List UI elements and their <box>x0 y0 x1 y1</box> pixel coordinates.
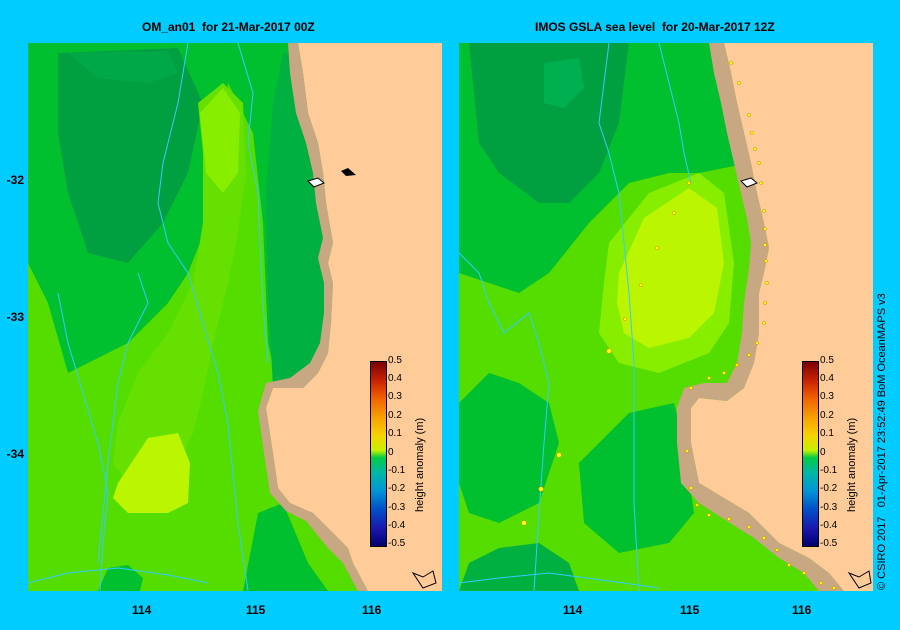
left-colorbar-tick: -0.4 <box>388 520 406 531</box>
right-anomaly-low-south <box>459 373 559 523</box>
left-isobath-1 <box>57 292 109 591</box>
left-anomaly-low-south <box>243 503 328 591</box>
right-colorbar-tick: 0.3 <box>820 391 834 402</box>
left-x-tick: 116 <box>362 603 382 617</box>
right-colorbar-tick: 0.4 <box>820 373 834 384</box>
left-isobath-4 <box>237 43 269 364</box>
right-colorbar-tick: 0.2 <box>820 410 834 421</box>
right-colorbar-tick: -0.2 <box>820 483 838 494</box>
left-y-tick: -34 <box>6 447 24 461</box>
right-colorbar-tick: -0.3 <box>820 502 838 513</box>
left-colorbar-tick: -0.3 <box>388 502 406 513</box>
left-colorbar <box>370 361 387 547</box>
right-isobath-4 <box>459 572 660 589</box>
left-y-tick: -33 <box>6 310 24 324</box>
credit-text: © CSIRO 2017 01-Apr-2017 23:52:49 BoM Oc… <box>876 293 888 590</box>
right-colorbar-tick: -0.5 <box>820 538 838 549</box>
right-colorbar-tick: -0.1 <box>820 465 838 476</box>
left-x-tick: 114 <box>132 603 152 617</box>
left-map <box>28 43 442 591</box>
left-anomaly-ridge-top <box>200 88 240 193</box>
left-x-tick: 115 <box>246 603 266 617</box>
left-coast <box>258 43 368 591</box>
left-anomaly-ridge <box>113 83 246 483</box>
right-isobath-3 <box>658 43 692 184</box>
left-isobath-5 <box>28 567 209 584</box>
left-colorbar-tick: 0.5 <box>388 355 402 366</box>
left-rottnest-island <box>307 177 325 188</box>
left-colorbar-tick: 0.1 <box>388 428 402 439</box>
right-anomaly-high <box>617 188 724 348</box>
right-anomaly-lowest <box>544 58 584 108</box>
left-land <box>266 43 442 591</box>
right-isobath-2 <box>598 43 640 591</box>
left-colorbar-tick: -0.5 <box>388 538 406 549</box>
right-anomaly-low-south-2 <box>579 403 694 553</box>
right-colorbar-tick: 0.1 <box>820 428 834 439</box>
right-x-tick: 115 <box>680 603 700 617</box>
right-coast-detail <box>847 570 872 589</box>
left-isobath-3 <box>157 43 249 591</box>
right-colorbar-tick: 0.5 <box>820 355 834 366</box>
right-panel-title: IMOS GSLA sea level for 20-Mar-2017 12Z <box>535 20 775 34</box>
left-colorbar-title: height anomaly (m) <box>414 417 426 512</box>
left-anomaly-lowest <box>68 51 178 83</box>
right-colorbar-tick: 0 <box>820 447 826 458</box>
right-isobath-1 <box>459 252 550 591</box>
right-colorbar <box>802 361 819 547</box>
left-colorbar-tick: 0.3 <box>388 391 402 402</box>
left-y-tick: -32 <box>6 173 24 187</box>
right-colorbar-title: height anomaly (m) <box>846 417 858 512</box>
left-colorbar-tick: 0 <box>388 447 394 458</box>
left-colorbar-tick: 0.4 <box>388 373 402 384</box>
right-anomaly-lower <box>469 43 629 203</box>
left-colorbar-tick: -0.2 <box>388 483 406 494</box>
left-coast-detail <box>341 168 356 176</box>
left-panel-title: OM_an01 for 21-Mar-2017 00Z <box>142 20 315 34</box>
right-land <box>691 43 873 591</box>
right-colorbar-tick: -0.4 <box>820 520 838 531</box>
left-anomaly-high <box>113 433 190 513</box>
right-tide-gauges <box>521 61 836 590</box>
right-x-tick: 114 <box>563 603 583 617</box>
left-anomaly-lower <box>58 48 203 263</box>
left-coast-detail-2 <box>411 570 437 589</box>
left-colorbar-tick: 0.2 <box>388 410 402 421</box>
left-anomaly-low-bottom <box>98 565 143 591</box>
left-isobath-2 <box>97 272 149 564</box>
left-colorbar-tick: -0.1 <box>388 465 406 476</box>
right-rottnest-island <box>740 177 758 188</box>
right-x-tick: 116 <box>792 603 812 617</box>
